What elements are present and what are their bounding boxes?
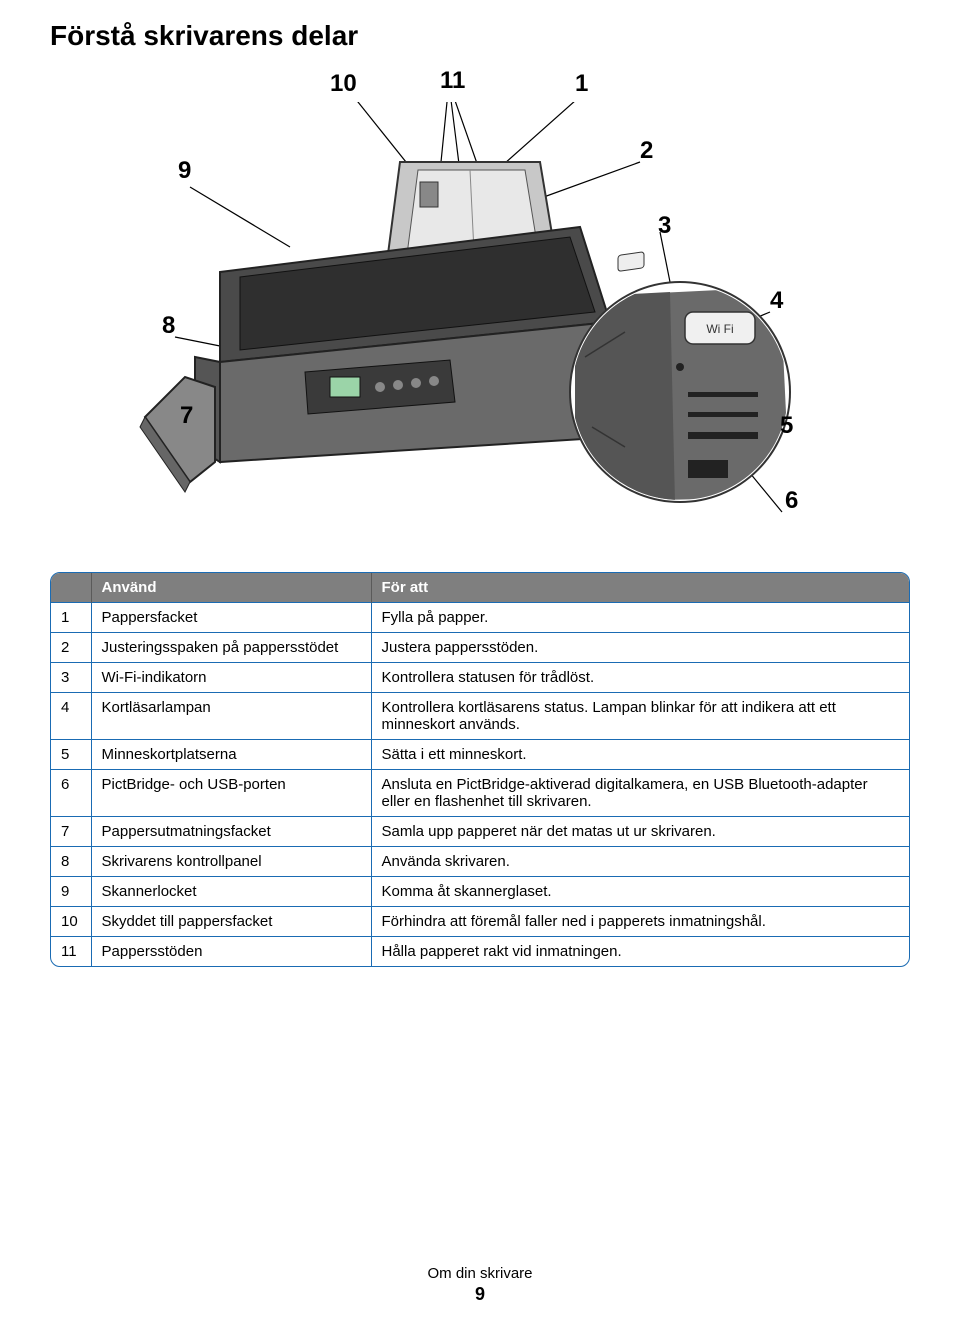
- table-row: 11PappersstödenHålla papperet rakt vid i…: [51, 937, 909, 967]
- row-use: Kortläsarlampan: [91, 693, 371, 740]
- printer-diagram: Wi Fi 1 2 3 4 5 6 7 8 9 10 11: [50, 62, 910, 542]
- row-use: Wi-Fi-indikatorn: [91, 663, 371, 693]
- row-use: Pappersutmatningsfacket: [91, 817, 371, 847]
- table-row: 10Skyddet till pappersfacketFörhindra at…: [51, 907, 909, 937]
- row-use: Pappersstöden: [91, 937, 371, 967]
- row-num: 5: [51, 740, 91, 770]
- parts-table: Använd För att 1PappersfacketFylla på pa…: [51, 573, 909, 966]
- row-for: Använda skrivaren.: [371, 847, 909, 877]
- col-use: Använd: [91, 573, 371, 603]
- row-use: Skyddet till pappersfacket: [91, 907, 371, 937]
- footer-section: Om din skrivare: [0, 1265, 960, 1282]
- table-row: 1PappersfacketFylla på papper.: [51, 603, 909, 633]
- footer-page: 9: [0, 1284, 960, 1305]
- row-use: Pappersfacket: [91, 603, 371, 633]
- row-num: 7: [51, 817, 91, 847]
- svg-text:Wi Fi: Wi Fi: [706, 322, 733, 336]
- row-for: Förhindra att föremål faller ned i pappe…: [371, 907, 909, 937]
- row-num: 8: [51, 847, 91, 877]
- callout-3: 3: [658, 212, 671, 240]
- col-for: För att: [371, 573, 909, 603]
- row-for: Justera pappersstöden.: [371, 633, 909, 663]
- callout-11: 11: [440, 67, 465, 95]
- row-for: Hålla papperet rakt vid inmatningen.: [371, 937, 909, 967]
- row-for: Ansluta en PictBridge-aktiverad digitalk…: [371, 770, 909, 817]
- table-row: 4KortläsarlampanKontrollera kortläsarens…: [51, 693, 909, 740]
- row-use: PictBridge- och USB-porten: [91, 770, 371, 817]
- printer-illustration: Wi Fi: [130, 102, 830, 572]
- table-row: 7PappersutmatningsfacketSamla upp papper…: [51, 817, 909, 847]
- page-footer: Om din skrivare 9: [0, 1265, 960, 1305]
- row-num: 3: [51, 663, 91, 693]
- row-use: Minneskortplatserna: [91, 740, 371, 770]
- callout-4: 4: [770, 287, 783, 315]
- row-num: 4: [51, 693, 91, 740]
- table-row: 9SkannerlocketKomma åt skannerglaset.: [51, 877, 909, 907]
- callout-2: 2: [640, 137, 653, 165]
- callout-1: 1: [575, 70, 588, 98]
- row-for: Samla upp papperet när det matas ut ur s…: [371, 817, 909, 847]
- row-for: Fylla på papper.: [371, 603, 909, 633]
- col-blank: [51, 573, 91, 603]
- row-use: Skannerlocket: [91, 877, 371, 907]
- row-num: 1: [51, 603, 91, 633]
- row-num: 2: [51, 633, 91, 663]
- row-use: Justeringsspaken på pappersstödet: [91, 633, 371, 663]
- callout-7: 7: [180, 402, 193, 430]
- row-for: Komma åt skannerglaset.: [371, 877, 909, 907]
- table-row: 3Wi-Fi-indikatornKontrollera statusen fö…: [51, 663, 909, 693]
- row-num: 6: [51, 770, 91, 817]
- callout-9: 9: [178, 157, 191, 185]
- callout-8: 8: [162, 312, 175, 340]
- row-for: Kontrollera statusen för trådlöst.: [371, 663, 909, 693]
- row-for: Kontrollera kortläsarens status. Lampan …: [371, 693, 909, 740]
- table-row: 5MinneskortplatsernaSätta i ett minnesko…: [51, 740, 909, 770]
- callout-6: 6: [785, 487, 798, 515]
- table-row: 2Justeringsspaken på pappersstödetJuster…: [51, 633, 909, 663]
- table-row: 8Skrivarens kontrollpanelAnvända skrivar…: [51, 847, 909, 877]
- row-num: 10: [51, 907, 91, 937]
- parts-table-container: Använd För att 1PappersfacketFylla på pa…: [50, 572, 910, 967]
- table-row: 6PictBridge- och USB-portenAnsluta en Pi…: [51, 770, 909, 817]
- callout-5: 5: [780, 412, 793, 440]
- row-num: 11: [51, 937, 91, 967]
- row-for: Sätta i ett minneskort.: [371, 740, 909, 770]
- row-use: Skrivarens kontrollpanel: [91, 847, 371, 877]
- page-title: Förstå skrivarens delar: [50, 20, 910, 52]
- callout-10: 10: [330, 70, 357, 98]
- row-num: 9: [51, 877, 91, 907]
